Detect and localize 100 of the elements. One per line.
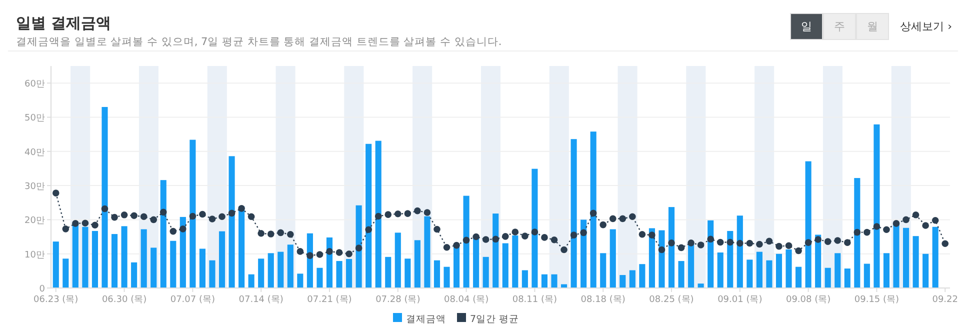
bar [883,253,890,288]
bar [180,216,186,288]
bar [639,264,646,288]
bar [52,242,59,288]
x-tick-label: 09.01 (목) [718,295,762,305]
bar [444,266,450,288]
bar [316,268,323,288]
bar [620,275,626,288]
bar [912,236,919,288]
x-tick-label: 07.14 (목) [238,295,284,305]
bar [199,248,206,288]
x-tick-label: 08.04 (목) [444,295,489,305]
bar [170,240,176,288]
bar [394,232,401,288]
bar [532,168,538,288]
bar [678,261,684,288]
bar [522,270,528,288]
y-tick-label: 20만 [24,216,45,226]
bar [864,264,870,288]
bar [824,268,831,288]
y-tick-label: 40만 [24,148,45,158]
x-tick-label: 08.18 (목) [580,295,626,305]
bar [746,260,753,288]
bar [590,132,596,288]
period-toggle: 일 주 월 [790,13,889,40]
x-tick-label: 08.11 (목) [512,295,558,305]
bar [796,266,802,288]
bar [385,256,392,288]
bar [366,144,372,288]
bar [375,140,382,288]
bar [131,262,138,288]
y-tick-label: 10만 [24,250,45,260]
bar [482,256,489,288]
bar [668,207,675,288]
x-tick-label: 09.22 [932,295,958,305]
bar [492,214,499,288]
x-tick-label: 06.30 (목) [102,295,147,305]
bar [336,261,342,288]
bar [258,258,264,288]
bar [756,252,762,288]
bar [570,139,577,288]
bar [717,252,724,288]
legend-label: 결제금액 [406,314,446,325]
bar [121,226,128,288]
x-tick-label: 07.28 (목) [376,295,420,305]
bar [551,274,558,288]
bar [736,216,743,288]
bar [903,228,910,288]
bar [844,268,850,288]
bar [278,252,284,288]
bar [776,254,782,288]
bar [111,234,118,288]
bar [297,274,304,288]
bar [560,284,568,288]
x-tick-label: 09.15 (목) [854,295,900,305]
bar [287,244,294,288]
bar [834,253,841,288]
bar [463,196,470,288]
text: 상세보기 › [900,19,952,34]
bar [102,106,108,288]
bar [708,220,714,288]
bar [160,180,166,288]
bar [932,226,938,288]
y-tick-label: 60만 [24,80,45,90]
bar [404,258,411,288]
bar [190,140,196,288]
bar [610,229,616,288]
bar [434,260,440,288]
bar [541,274,548,288]
legend-label: 7일간 평균 [470,314,520,325]
y-tick-label: 0 [39,284,46,294]
bar [766,260,772,288]
chart-subtitle: 결제금액을 일별로 살펴볼 수 있으며, 7일 평균 차트를 통해 결제금액 트렌드를 살펴볼 수 있습니다. [16,36,502,48]
bar [414,240,420,288]
bar [600,253,606,288]
bar [228,156,235,288]
bar [922,254,929,288]
bar [356,205,362,288]
x-tick-label: 09.08 (목) [786,295,831,305]
bar [248,274,254,288]
bar [218,231,226,288]
bar [805,161,812,288]
bar [580,220,587,288]
bar [268,253,274,288]
x-tick-label: 08.25 (목) [649,295,694,305]
bar [854,178,860,288]
chart-title: 일별 결제금액 [16,14,112,32]
x-tick-label: 06.23 (목) [34,295,78,305]
y-tick-label: 30만 [24,182,45,192]
bar [874,124,880,288]
x-tick-label: 07.21 (목) [307,295,352,305]
bar [150,248,157,288]
bar [62,258,69,288]
bar [92,230,98,288]
bar [629,270,636,288]
bar [209,260,216,288]
bar [502,243,508,288]
bar [140,229,147,288]
x-tick-label: 07.07 (목) [170,295,216,305]
y-tick-label: 50만 [24,114,45,124]
